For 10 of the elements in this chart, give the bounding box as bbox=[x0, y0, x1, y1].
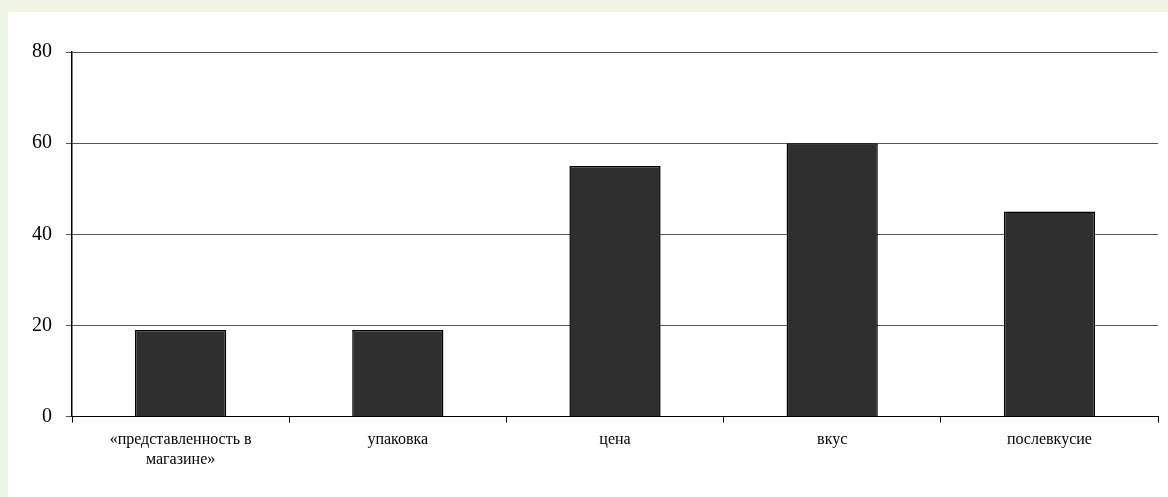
x-tick-label: цена bbox=[599, 430, 631, 449]
x-tick-label: упаковка bbox=[367, 430, 429, 449]
x-tick-label: послевкусие bbox=[1006, 430, 1092, 449]
y-tick-label: 40 bbox=[32, 221, 52, 244]
x-tick-label: «представленность в магазине» bbox=[109, 430, 252, 467]
x-tick-label: вкус bbox=[817, 430, 848, 449]
y-tick-label: 0 bbox=[42, 403, 52, 426]
y-tick-label: 20 bbox=[32, 312, 52, 335]
y-tick-label: 80 bbox=[32, 39, 52, 62]
y-tick-label: 60 bbox=[32, 130, 52, 153]
